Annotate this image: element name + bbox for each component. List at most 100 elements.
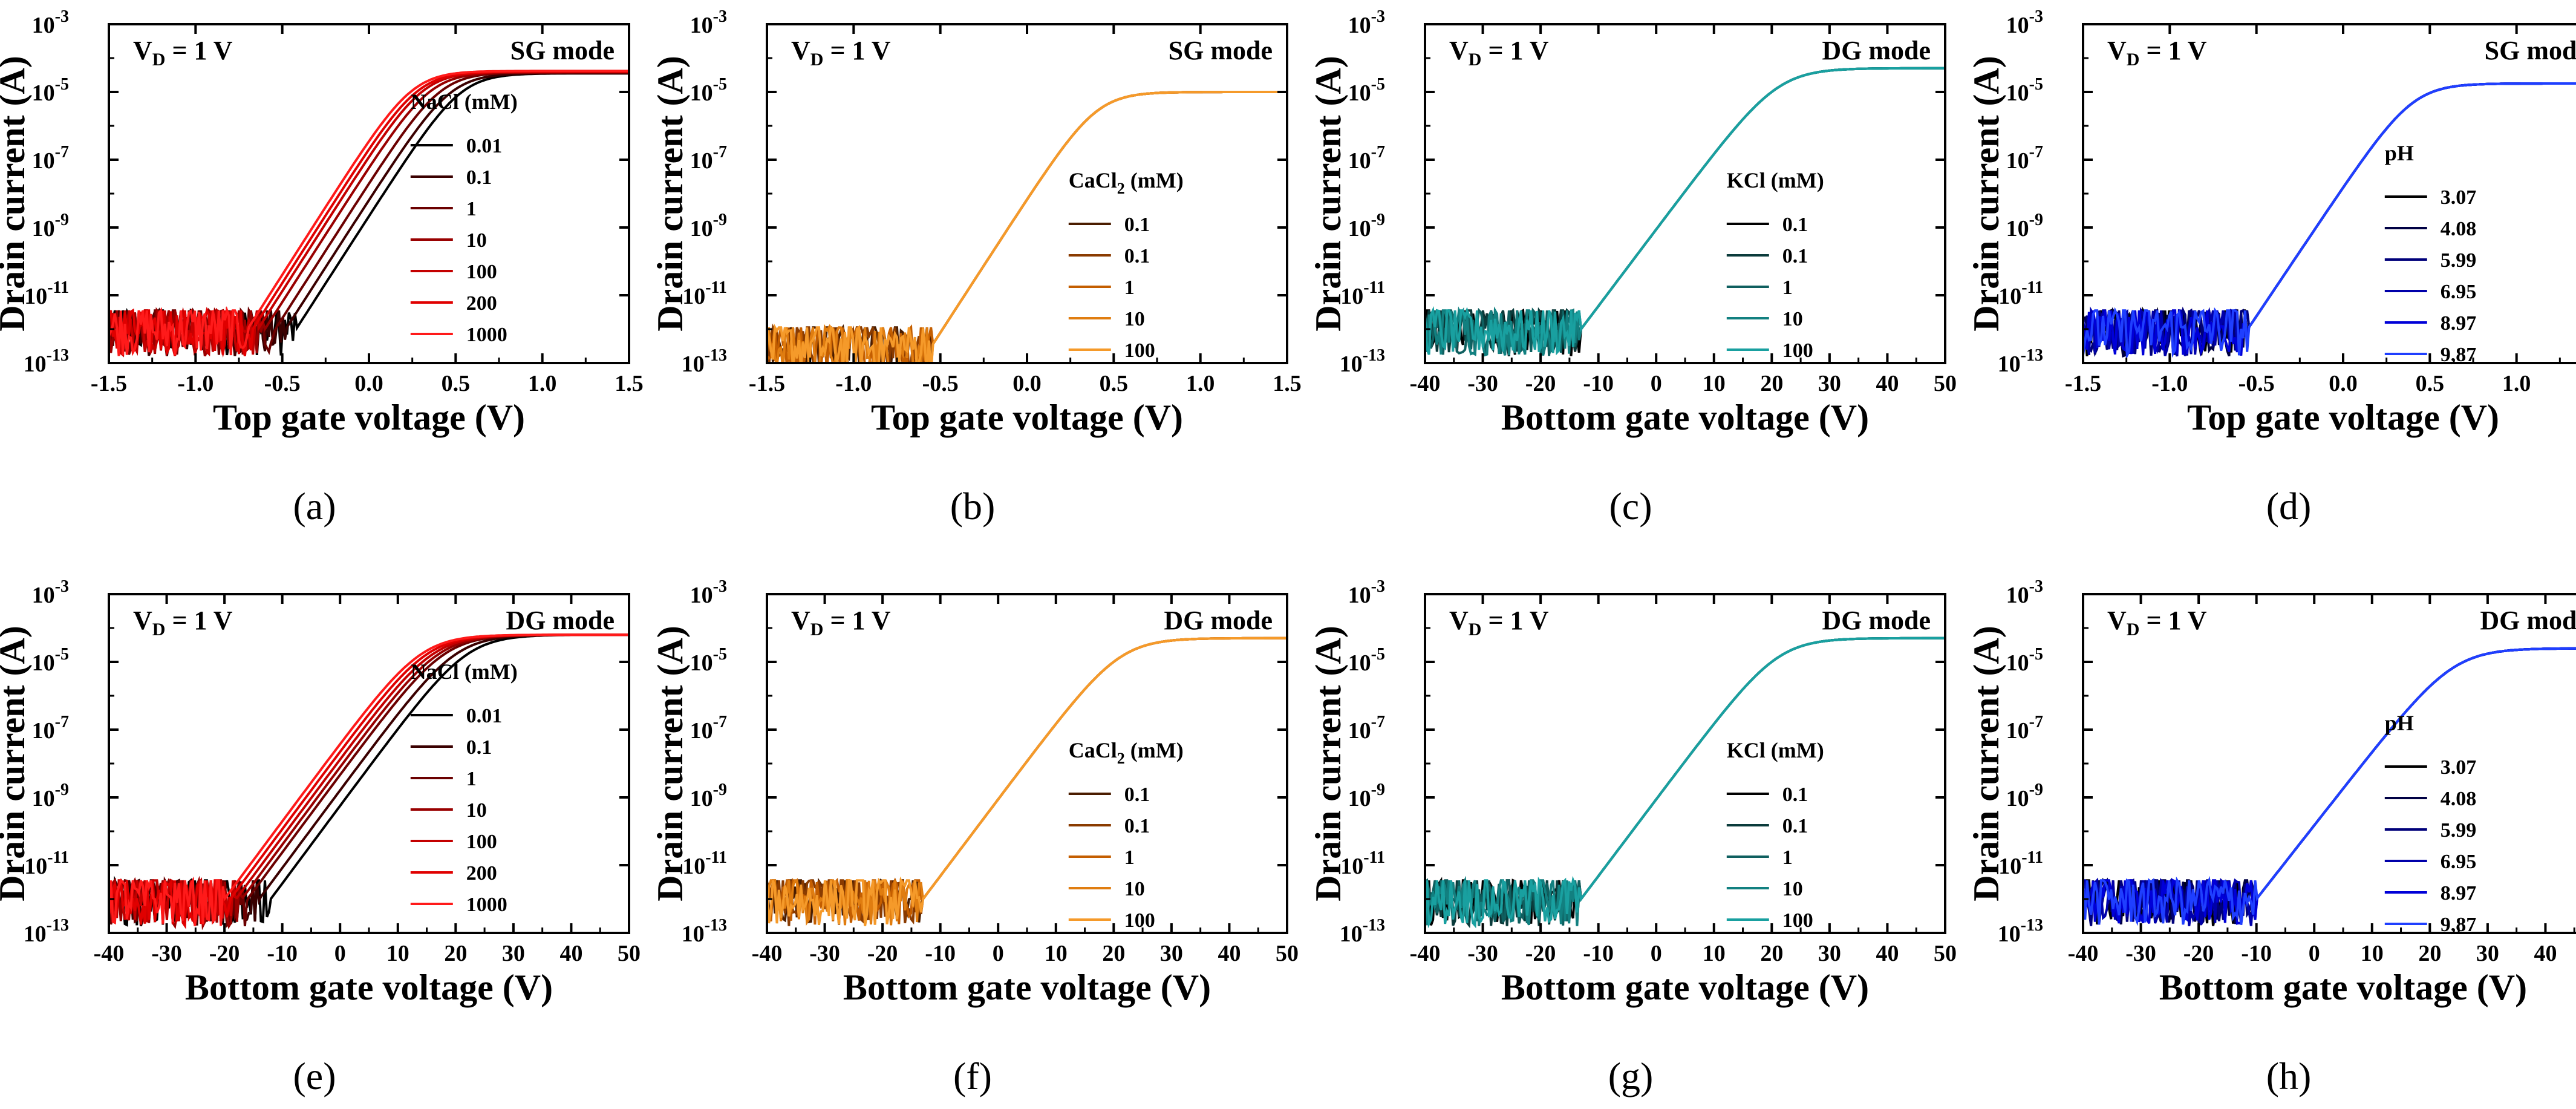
y-tick-label: 10-3 xyxy=(32,577,69,608)
x-tick-label: 0.5 xyxy=(1100,371,1129,396)
legend-label: 0.1 xyxy=(1124,783,1150,806)
drain-voltage-label: VD = 1 V xyxy=(1449,606,1549,640)
y-tick-label: 10-9 xyxy=(2006,780,2043,811)
x-tick-label: 50 xyxy=(1934,941,1957,966)
legend-label: 100 xyxy=(466,831,497,853)
x-tick-label: 20 xyxy=(1760,941,1783,966)
legend-label: 1 xyxy=(1124,846,1135,869)
legend-label: 100 xyxy=(1124,909,1155,932)
legend-label: 0.01 xyxy=(466,705,503,727)
plot-frame xyxy=(108,593,630,934)
x-tick-label: 1.0 xyxy=(528,371,557,396)
mode-label: SG mode xyxy=(1169,36,1273,65)
x-tick-label: 1.5 xyxy=(615,371,644,396)
legend-title: CaCl2 (mM) xyxy=(1069,738,1184,767)
legend-label: 1000 xyxy=(466,894,507,916)
legend-label: 10 xyxy=(466,799,487,822)
plot-frame xyxy=(766,23,1288,364)
legend-label: 200 xyxy=(466,862,497,885)
series-line-a-0 xyxy=(109,72,629,356)
drain-voltage-label: VD = 1 V xyxy=(1449,36,1549,70)
series-line-h-2 xyxy=(2083,647,2576,926)
x-tick-label: -30 xyxy=(1467,941,1498,966)
panel-a: -1.5 -1.0 -0.5 0.0 0.5 1.0 1.510-1310-1110-910… xyxy=(0,7,644,528)
x-tick-label: 40 xyxy=(1218,941,1241,966)
x-tick-label: -30 xyxy=(809,941,840,966)
x-tick-label: 20 xyxy=(444,941,467,966)
curves-d xyxy=(2083,82,2576,360)
y-axis-title: Drain current (A) xyxy=(1308,56,1348,331)
legend-label: 100 xyxy=(466,261,497,283)
x-tick-label: 30 xyxy=(502,941,525,966)
x-tick-label: -10 xyxy=(1583,941,1614,966)
panel-c: -40 -30 -20 -10 0 10 20 30 40 5010-1310-1110-910-… xyxy=(1308,7,1957,528)
drain-voltage-label: VD = 1 V xyxy=(791,606,891,640)
y-axis-title: Drain current (A) xyxy=(1308,626,1348,901)
x-tick-label: -30 xyxy=(2125,941,2156,966)
legend-label: 3.07 xyxy=(2441,186,2477,209)
y-axis-title: Drain current (A) xyxy=(1966,56,2006,331)
x-tick-label: 30 xyxy=(2476,941,2499,966)
x-tick-label: -20 xyxy=(2183,941,2214,966)
y-tick-label: 10-7 xyxy=(2006,143,2043,174)
legend-label: 8.97 xyxy=(2441,882,2477,905)
x-tick-label: -40 xyxy=(2068,941,2099,966)
y-tick-label: 10-9 xyxy=(32,211,69,241)
y-tick-label: 10-9 xyxy=(690,211,727,241)
x-tick-label: 10 xyxy=(1045,941,1068,966)
legend-label: 100 xyxy=(1124,339,1155,362)
panel-g: -40 -30 -20 -10 0 10 20 30 40 50 10-13 10-11 10-9 10-… xyxy=(1308,577,1957,1098)
y-tick-label: 10-7 xyxy=(1348,713,1385,744)
x-tick-label: 0.5 xyxy=(2416,371,2445,396)
series-line-b-1 xyxy=(767,91,1287,363)
legend-title: KCl (mM) xyxy=(1727,738,1824,762)
drain-voltage-label: VD = 1 V xyxy=(133,36,233,70)
plot-frame xyxy=(108,23,630,364)
y-tick-label: 10-13 xyxy=(24,346,69,377)
legend-label: 0.01 xyxy=(466,135,503,157)
legend-label: 0.1 xyxy=(1124,815,1150,837)
x-tick-label: -1.5 xyxy=(749,371,785,396)
x-tick-label: 20 xyxy=(1760,371,1783,396)
legend-label: 1 xyxy=(466,198,477,220)
legend-label: 10 xyxy=(466,229,487,252)
x-tick-label: -40 xyxy=(1410,371,1441,396)
panel-caption: (a) xyxy=(293,485,336,528)
series-line-b-3 xyxy=(767,91,1287,363)
drain-voltage-label: VD = 1 V xyxy=(2107,606,2207,640)
y-tick-label: 10-13 xyxy=(1998,346,2043,377)
panel-b: -1.5 -1.0 -0.5 0.0 0.5 1.0 1.510-1310-1110-910… xyxy=(650,7,1302,528)
x-axis-title: Bottom gate voltage (V) xyxy=(843,967,1211,1007)
x-tick-label: 0.5 xyxy=(442,371,471,396)
x-tick-label: -10 xyxy=(2241,941,2272,966)
y-tick-label: 10-11 xyxy=(24,848,69,879)
drain-voltage-label: VD = 1 V xyxy=(2107,36,2207,70)
legend-label: 100 xyxy=(1782,909,1813,932)
series-line-e-4 xyxy=(109,633,629,926)
panel-caption: (c) xyxy=(1609,485,1652,528)
series-line-b-2 xyxy=(767,91,1287,363)
series-line-a-4 xyxy=(109,70,629,358)
legend-label: 10 xyxy=(1782,308,1803,330)
y-tick-label: 10-5 xyxy=(1348,645,1385,676)
x-tick-label: 0.0 xyxy=(1012,371,1042,396)
y-tick-label: 10-5 xyxy=(2006,645,2043,676)
panel-f: -40 -30 -20 -10 0 10 20 30 40 5010-1310-1110-910-… xyxy=(650,577,1299,1098)
series-line-d-5 xyxy=(2083,82,2576,360)
y-tick-label: 10-3 xyxy=(2006,7,2043,38)
x-axis-title: Bottom gate voltage (V) xyxy=(2159,967,2527,1007)
x-tick-label: 40 xyxy=(2534,941,2557,966)
x-tick-label: -0.5 xyxy=(2239,371,2275,396)
legend-title: pH xyxy=(2385,141,2414,165)
legend-label: 0.1 xyxy=(1782,245,1808,267)
y-tick-label: 10-7 xyxy=(690,143,727,174)
series-line-a-5 xyxy=(109,70,629,357)
series-line-a-2 xyxy=(109,71,629,355)
y-tick-label: 10-7 xyxy=(32,143,69,174)
y-axis-title: Drain current (A) xyxy=(650,56,690,331)
y-tick-label: 10-5 xyxy=(32,645,69,676)
y-tick-label: 10-3 xyxy=(690,577,727,608)
x-tick-label: 0.0 xyxy=(2329,371,2358,396)
legend-label: 1 xyxy=(1782,276,1793,299)
x-tick-label: 50 xyxy=(1934,371,1957,396)
